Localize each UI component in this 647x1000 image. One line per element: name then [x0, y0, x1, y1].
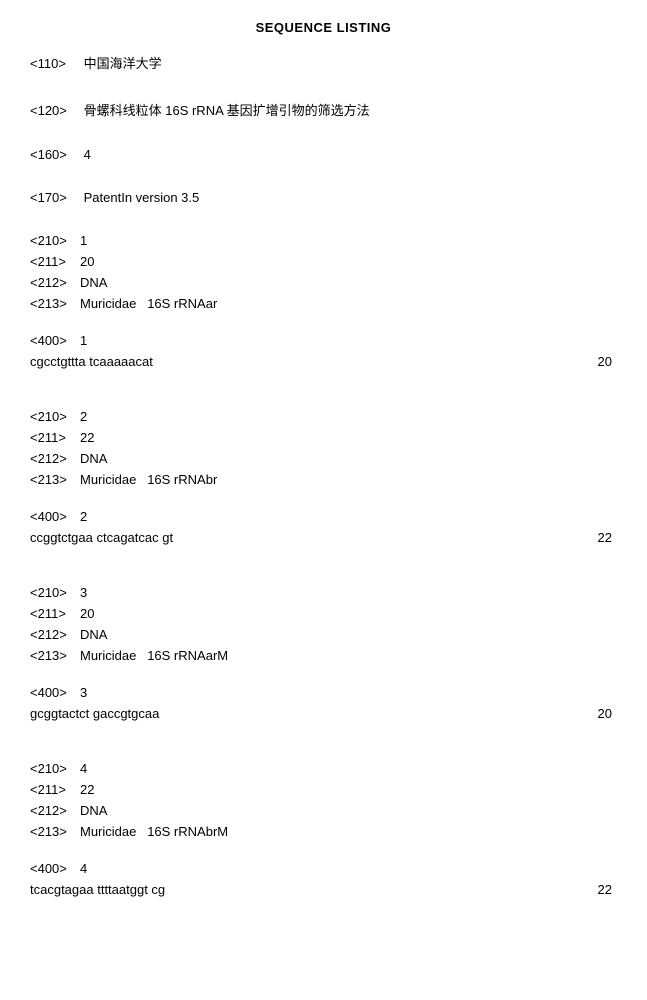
seq1-400: <400>1: [30, 333, 617, 348]
seq1-sequence-row: cgcctgttta tcaaaaacat 20: [30, 354, 617, 369]
seq2-sequence-row: ccggtctgaa ctcagatcac gt 22: [30, 530, 617, 545]
val-160: 4: [84, 147, 91, 162]
seq1-tag-400: <400>: [30, 333, 80, 348]
seq3-213: <213>Muricidae 16S rRNAarM: [30, 648, 617, 663]
seq4-val-210: 4: [80, 761, 87, 776]
seq2-210: <210>2: [30, 409, 617, 424]
seq1-length: 20: [598, 354, 617, 369]
seq2-val-212: DNA: [80, 451, 107, 466]
seq3-211: <211>20: [30, 606, 617, 621]
seq3-val-212: DNA: [80, 627, 107, 642]
seq2-val-211: 22: [80, 430, 94, 445]
field-170: <170> PatentIn version 3.5: [30, 190, 617, 205]
seq3-400: <400>3: [30, 685, 617, 700]
seq4-tag-211: <211>: [30, 782, 80, 797]
seq2-400: <400>2: [30, 509, 617, 524]
seq4-213: <213>Muricidae 16S rRNAbrM: [30, 824, 617, 839]
seq2-sequence: ccggtctgaa ctcagatcac gt: [30, 530, 173, 545]
seq4-210: <210>4: [30, 761, 617, 776]
tag-170: <170>: [30, 190, 80, 205]
seq1-val-400: 1: [80, 333, 87, 348]
seq3-sequence: gcggtactct gaccgtgcaa: [30, 706, 159, 721]
field-110: <110> 中国海洋大学: [30, 53, 617, 72]
val-110: 中国海洋大学: [84, 56, 162, 71]
val-120: 骨螺科线粒体 16S rRNA 基因扩增引物的筛选方法: [84, 103, 370, 118]
seq1-tag-211: <211>: [30, 254, 80, 269]
seq3-val-211: 20: [80, 606, 94, 621]
seq1-tag-210: <210>: [30, 233, 80, 248]
seq3-val-400: 3: [80, 685, 87, 700]
seq4-length: 22: [598, 882, 617, 897]
seq4-val-211: 22: [80, 782, 94, 797]
seq1-210: <210>1: [30, 233, 617, 248]
seq1-val-211: 20: [80, 254, 94, 269]
seq1-212: <212>DNA: [30, 275, 617, 290]
seq3-tag-213: <213>: [30, 648, 80, 663]
seq2-tag-400: <400>: [30, 509, 80, 524]
seq4-tag-210: <210>: [30, 761, 80, 776]
seq3-tag-212: <212>: [30, 627, 80, 642]
seq1-val-212: DNA: [80, 275, 107, 290]
tag-120: <120>: [30, 103, 80, 118]
seq1-val-213: Muricidae 16S rRNAar: [80, 296, 217, 311]
seq1-sequence: cgcctgttta tcaaaaacat: [30, 354, 153, 369]
seq2-tag-213: <213>: [30, 472, 80, 487]
seq3-tag-210: <210>: [30, 585, 80, 600]
seq3-tag-211: <211>: [30, 606, 80, 621]
seq4-val-212: DNA: [80, 803, 107, 818]
seq4-tag-212: <212>: [30, 803, 80, 818]
seq4-val-213: Muricidae 16S rRNAbrM: [80, 824, 228, 839]
seq2-val-213: Muricidae 16S rRNAbr: [80, 472, 217, 487]
seq3-210: <210>3: [30, 585, 617, 600]
seq3-val-210: 3: [80, 585, 87, 600]
seq4-tag-213: <213>: [30, 824, 80, 839]
tag-110: <110>: [30, 56, 80, 71]
seq1-val-210: 1: [80, 233, 87, 248]
seq2-length: 22: [598, 530, 617, 545]
seq3-val-213: Muricidae 16S rRNAarM: [80, 648, 228, 663]
seq1-213: <213>Muricidae 16S rRNAar: [30, 296, 617, 311]
seq2-tag-210: <210>: [30, 409, 80, 424]
seq4-211: <211>22: [30, 782, 617, 797]
seq4-sequence: tcacgtagaa ttttaatggt cg: [30, 882, 165, 897]
seq1-211: <211>20: [30, 254, 617, 269]
seq4-val-400: 4: [80, 861, 87, 876]
seq2-tag-212: <212>: [30, 451, 80, 466]
seq4-sequence-row: tcacgtagaa ttttaatggt cg 22: [30, 882, 617, 897]
document-title: SEQUENCE LISTING: [30, 20, 617, 35]
seq3-tag-400: <400>: [30, 685, 80, 700]
seq1-tag-213: <213>: [30, 296, 80, 311]
seq2-tag-211: <211>: [30, 430, 80, 445]
seq3-length: 20: [598, 706, 617, 721]
seq3-sequence-row: gcggtactct gaccgtgcaa 20: [30, 706, 617, 721]
tag-160: <160>: [30, 147, 80, 162]
field-120: <120> 骨螺科线粒体 16S rRNA 基因扩增引物的筛选方法: [30, 100, 617, 119]
val-170: PatentIn version 3.5: [84, 190, 200, 205]
seq2-211: <211>22: [30, 430, 617, 445]
seq4-212: <212>DNA: [30, 803, 617, 818]
seq4-tag-400: <400>: [30, 861, 80, 876]
seq2-213: <213>Muricidae 16S rRNAbr: [30, 472, 617, 487]
seq4-400: <400>4: [30, 861, 617, 876]
seq1-tag-212: <212>: [30, 275, 80, 290]
seq2-val-400: 2: [80, 509, 87, 524]
seq3-212: <212>DNA: [30, 627, 617, 642]
field-160: <160> 4: [30, 147, 617, 162]
seq2-val-210: 2: [80, 409, 87, 424]
seq2-212: <212>DNA: [30, 451, 617, 466]
